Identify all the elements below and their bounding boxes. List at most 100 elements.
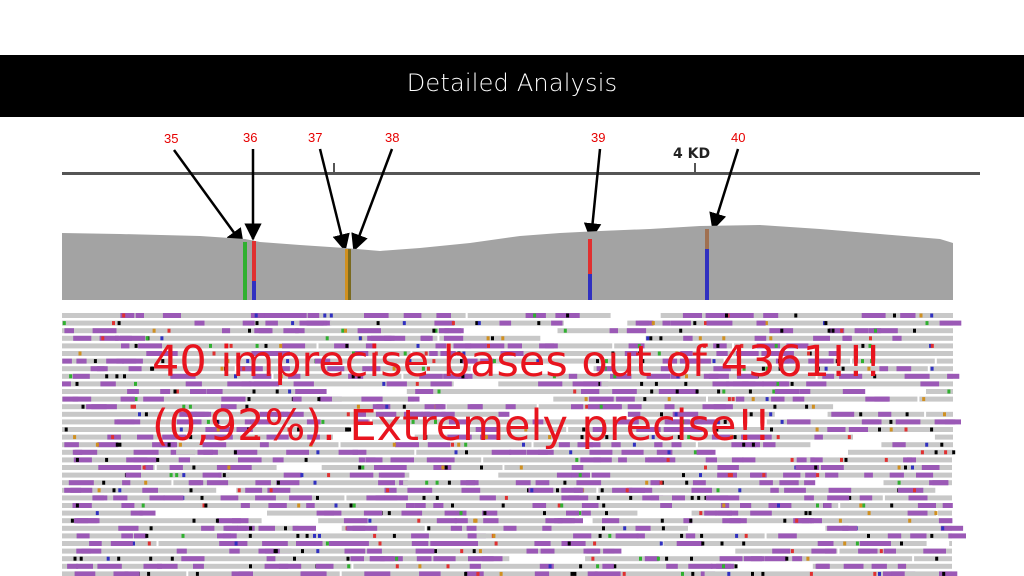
read-mismatch <box>827 328 831 333</box>
read-insertion <box>378 472 405 478</box>
read-mismatch <box>347 564 351 569</box>
read-insertion <box>436 313 451 318</box>
read-insertion <box>293 381 314 387</box>
read-insertion <box>771 396 785 402</box>
read-insertion <box>126 457 148 463</box>
read-mismatch <box>944 450 948 455</box>
read-mismatch <box>533 313 537 318</box>
variant-bar-38 <box>348 249 351 300</box>
read-insertion <box>545 518 563 524</box>
read-mismatch <box>579 564 583 569</box>
read-mismatch <box>160 336 164 341</box>
read-mismatch <box>329 313 333 318</box>
read-mismatch <box>484 435 488 440</box>
read-insertion <box>540 548 555 554</box>
read-insertion <box>176 548 187 554</box>
read-insertion <box>443 373 469 379</box>
read-insertion <box>705 495 729 501</box>
read-mismatch <box>613 374 617 379</box>
read-insertion <box>452 541 478 546</box>
read-insertion <box>314 541 331 546</box>
read <box>425 503 839 508</box>
read-insertion <box>787 419 811 425</box>
read-mismatch <box>188 404 192 409</box>
read-mismatch <box>847 435 851 440</box>
read-insertion <box>461 487 481 493</box>
read-mismatch <box>472 549 476 554</box>
read-mismatch <box>729 473 733 478</box>
read-mismatch <box>169 473 173 478</box>
read-insertion <box>76 358 87 364</box>
read-insertion <box>86 404 107 410</box>
variant-bar-37 <box>345 249 348 300</box>
read-mismatch <box>727 571 731 576</box>
read-mismatch <box>893 313 896 318</box>
read-mismatch <box>665 556 669 561</box>
read-mismatch <box>81 404 85 409</box>
read-mismatch <box>411 419 415 424</box>
read-mismatch <box>252 389 256 394</box>
read-mismatch <box>291 321 295 326</box>
read-insertion <box>528 487 554 493</box>
read-mismatch <box>464 442 468 447</box>
read-mismatch <box>778 366 782 371</box>
read-mismatch <box>703 343 707 348</box>
read-insertion <box>706 320 733 326</box>
read-mismatch <box>147 541 151 546</box>
read-insertion <box>74 571 96 576</box>
read-insertion <box>289 495 312 501</box>
read-mismatch <box>859 503 863 508</box>
read-insertion <box>672 411 699 417</box>
read-mismatch <box>477 321 481 326</box>
read-insertion <box>528 313 546 318</box>
read-insertion <box>779 358 795 364</box>
read-insertion <box>822 373 835 379</box>
read-insertion <box>763 313 779 318</box>
read-mismatch <box>639 556 642 561</box>
read-insertion <box>737 373 759 379</box>
read-mismatch <box>446 564 450 569</box>
read-insertion <box>587 404 600 410</box>
read-mismatch <box>563 328 567 333</box>
read-mismatch <box>435 495 439 500</box>
read-insertion <box>825 472 839 478</box>
read-mismatch <box>776 381 780 386</box>
read <box>557 328 953 334</box>
read-mismatch <box>681 419 685 424</box>
read-mismatch <box>501 503 505 508</box>
read-insertion <box>940 525 964 531</box>
alignment-canvas: 4 KD 35 36 37 38 39 40 <box>62 130 980 576</box>
read-mismatch <box>73 435 77 440</box>
read-insertion <box>383 495 408 501</box>
read-insertion <box>685 533 696 539</box>
read-insertion <box>796 457 815 463</box>
read-mismatch <box>913 488 916 493</box>
read-mismatch <box>144 412 148 417</box>
read-insertion <box>810 518 822 524</box>
read <box>938 510 952 516</box>
read-insertion <box>603 366 614 372</box>
read-mismatch <box>762 473 766 478</box>
read-insertion <box>539 563 554 569</box>
read-mismatch <box>451 442 454 447</box>
read-insertion <box>572 381 599 387</box>
read-insertion <box>480 434 501 440</box>
read-mismatch <box>434 419 437 424</box>
read-insertion <box>908 495 928 501</box>
read-mismatch <box>687 435 691 440</box>
read-mismatch <box>149 556 153 561</box>
arrow-40 <box>709 148 740 231</box>
read-mismatch <box>422 495 426 500</box>
read-insertion <box>146 351 163 356</box>
read-insertion <box>743 556 763 562</box>
read-mismatch <box>209 343 212 348</box>
read-mismatch <box>722 503 726 508</box>
read-mismatch <box>940 442 944 447</box>
read-insertion <box>538 381 563 387</box>
read-mismatch <box>408 359 412 364</box>
read-mismatch <box>560 503 564 508</box>
read-insertion <box>121 533 133 539</box>
read-mismatch <box>790 549 794 554</box>
read-mismatch <box>181 533 185 538</box>
read-insertion <box>719 556 743 562</box>
